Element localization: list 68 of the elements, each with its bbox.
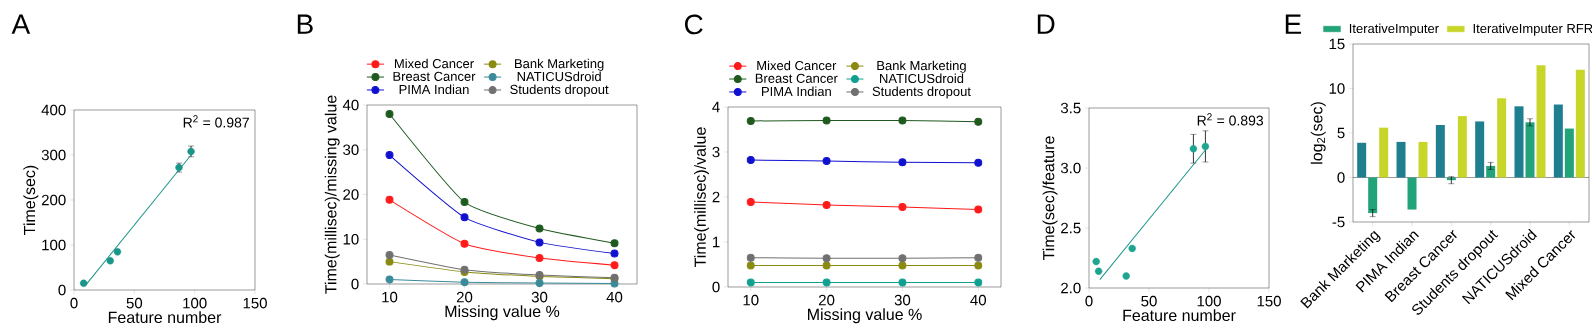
x-axis-title: Feature number: [108, 311, 222, 324]
y-axis-title: Time(millisec)/value: [694, 127, 709, 268]
x-tick-label: 50: [1141, 295, 1157, 307]
x-axis-title: Missing value %: [445, 305, 560, 321]
y-tick-label: 2: [712, 191, 720, 203]
x-tick-label: 100: [183, 297, 207, 309]
legend-label: Mixed Cancer: [757, 60, 837, 71]
legend-label: Mixed Cancer: [394, 58, 474, 69]
y-tick-label: 20: [343, 189, 359, 200]
y-tick-label: 200: [41, 194, 66, 206]
y-tick-label: 3.0: [1060, 162, 1081, 174]
x-axis-title: Feature number: [1123, 309, 1236, 322]
x-tick-label: 10: [743, 294, 759, 306]
y-tick-label: 10: [1329, 83, 1345, 94]
chart-title: C: [684, 14, 703, 35]
legend-label: Students dropout: [510, 84, 609, 97]
chart-title: A: [11, 14, 31, 34]
x-tick-label: 150: [1257, 295, 1281, 307]
y-axis-title: log$_{2}$(sec): [1310, 102, 1326, 164]
x-tick-label: 100: [1197, 295, 1221, 307]
x-tick-label: 20: [456, 291, 473, 303]
y-tick-label: 3.5: [1060, 102, 1081, 114]
legend-label: Students dropout: [872, 86, 971, 99]
y-tick-label: 2.0: [1061, 282, 1081, 294]
x-tick-label: 40: [970, 294, 987, 306]
legend-label: NATICUSdroid: [880, 73, 964, 84]
chart-title: E: [1285, 14, 1302, 34]
y-tick-label: 400: [41, 104, 66, 116]
x-tick-label: 0: [70, 297, 78, 309]
y-tick-label: 40: [342, 99, 359, 111]
legend-label: PIMA Indian: [399, 84, 469, 95]
y-tick-label: 2.5: [1061, 222, 1081, 234]
x-tick-label: 30: [894, 294, 911, 306]
annotation: R$^{2}$ = 0.987: [183, 115, 249, 128]
legend-label: IterativeImputer RFR: [1473, 23, 1592, 36]
x-tick-label: 20: [819, 294, 835, 306]
y-axis-title: Time(millisec)/missing value: [324, 95, 340, 294]
y-tick-label: 15: [1329, 38, 1345, 50]
legend-label: PIMA Indian: [762, 86, 831, 97]
y-tick-label: 300: [41, 149, 66, 161]
legend-label: Bank Marketing: [877, 60, 966, 73]
x-tick-label: 50: [126, 297, 143, 309]
annotation: R$^{2}$ = 0.893: [1197, 113, 1264, 126]
legend-label: Breast Cancer: [393, 71, 476, 81]
y-tick-label: 0: [351, 278, 359, 290]
chart-title: D: [1037, 14, 1055, 34]
x-tick-label: 40: [606, 291, 623, 303]
x-tick-label: 30: [531, 291, 548, 303]
y-tick-label: 100: [42, 239, 66, 251]
y-tick-label: 0: [712, 281, 720, 293]
legend-label: NATICUSdroid: [517, 71, 601, 82]
x-tick-label: 0: [1085, 295, 1093, 307]
y-tick-label: 0: [1337, 172, 1345, 183]
y-tick-label: -5: [1332, 216, 1345, 228]
legend-label: IterativeImputer: [1349, 23, 1439, 36]
y-tick-label: 3: [712, 146, 720, 158]
legend-label: Bank Marketing: [515, 58, 604, 71]
y-tick-label: 4: [712, 101, 720, 113]
x-tick-label: 10: [382, 291, 398, 303]
legend-label: Breast Cancer: [755, 73, 838, 83]
x-tick-label: 150: [243, 297, 267, 309]
y-tick-label: 1: [713, 236, 720, 248]
y-axis-title: Time(sec)/feature: [1042, 136, 1058, 261]
chart-title: B: [297, 14, 313, 34]
y-tick-label: 30: [343, 144, 359, 156]
x-axis-title: Missing value %: [808, 308, 922, 324]
y-axis-title: Time(sec): [23, 165, 39, 235]
y-tick-label: 5: [1337, 127, 1345, 139]
